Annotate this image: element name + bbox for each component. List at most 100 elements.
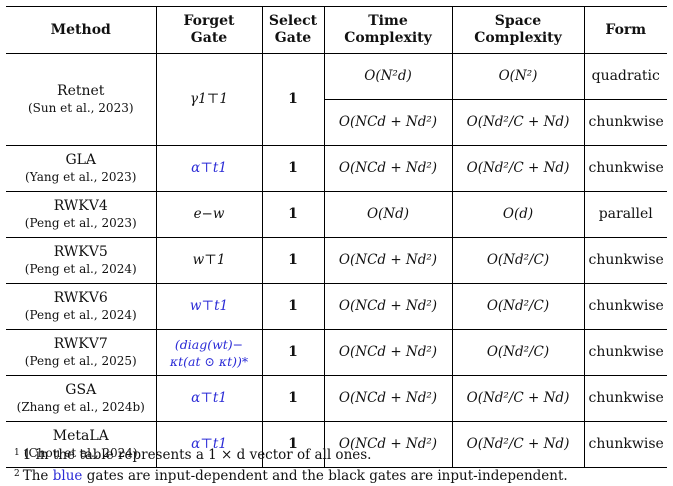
- header-method: Method: [6, 6, 157, 54]
- method-name: RWKV6: [53, 289, 108, 306]
- method-cell: Retnet (Sun et al., 2023): [6, 53, 157, 146]
- time-cell: O(NCd + Nd²): [324, 329, 453, 376]
- method-citation: (Zhang et al., 2024b): [16, 399, 145, 414]
- method-citation: (Peng et al., 2025): [24, 353, 137, 368]
- header-space: Space Complexity: [452, 6, 585, 54]
- forget-gate-cell: w⊤1: [156, 237, 263, 284]
- method-cell: GSA (Zhang et al., 2024b): [6, 375, 157, 422]
- forget-gate-line1: (diag(wt)−: [174, 336, 244, 352]
- form-cell: quadratic: [584, 53, 667, 100]
- method-name: RWKV7: [53, 335, 108, 352]
- method-cell: RWKV5 (Peng et al., 2024): [6, 237, 157, 284]
- method-cell: RWKV7 (Peng et al., 2025): [6, 329, 157, 376]
- footnote-2-pre: The: [22, 468, 49, 484]
- table-row: Retnet (Sun et al., 2023) γ1⊤1 1 O(N²d) …: [6, 53, 667, 146]
- method-cell: RWKV6 (Peng et al., 2024): [6, 283, 157, 330]
- method-cell: MetaLA (Chou et al., 2024): [6, 421, 157, 468]
- method-citation: (Chou et al., 2024): [23, 445, 138, 460]
- space-cell: O(Nd²/C + Nd): [452, 375, 585, 422]
- space-cell: O(d): [452, 191, 585, 238]
- method-cell: GLA (Yang et al., 2023): [6, 145, 157, 192]
- time-cell: O(NCd + Nd²): [324, 283, 453, 330]
- table-row: GLA (Yang et al., 2023) α⊤t1 1 O(NCd + N…: [6, 145, 667, 192]
- header-select-gate: Select Gate: [262, 6, 325, 54]
- space-cell: O(N²): [452, 53, 585, 100]
- header-forget-line2: Gate: [190, 30, 228, 46]
- space-cell: O(Nd²/C): [452, 237, 585, 284]
- table-row: RWKV7 (Peng et al., 2025) (diag(wt)− κt(…: [6, 329, 667, 376]
- footnote-1-text: 1 in the table represents a 1 × d vector…: [22, 447, 372, 463]
- select-gate-cell: 1: [262, 191, 325, 238]
- time-cell: O(NCd + Nd²): [324, 375, 453, 422]
- form-cell: chunkwise: [588, 252, 664, 268]
- time-cell: O(NCd + Nd²): [324, 145, 453, 192]
- method-name: MetaLA: [52, 427, 109, 444]
- footnote-1-mark: 1: [14, 448, 20, 458]
- method-name: GLA: [65, 151, 97, 168]
- method-name: Retnet: [57, 82, 105, 99]
- method-name: GSA: [65, 381, 97, 398]
- form-cell: parallel: [598, 206, 653, 222]
- table-row: RWKV6 (Peng et al., 2024) w⊤t1 1 O(NCd +…: [6, 283, 667, 330]
- time-cell: O(NCd + Nd²): [324, 421, 453, 468]
- form-cell: chunkwise: [588, 390, 664, 406]
- table-row: MetaLA (Chou et al., 2024) α⊤t1 1 O(NCd …: [6, 421, 667, 468]
- space-cell: O(Nd²/C): [452, 283, 585, 330]
- forget-gate-cell: (diag(wt)− κt(at ⊙ κt))*: [156, 329, 263, 376]
- form-cell: chunkwise: [588, 160, 664, 176]
- header-space-line1: Space: [494, 13, 542, 29]
- table-row: RWKV4 (Peng et al., 2023) e−w 1 O(Nd) O(…: [6, 191, 667, 238]
- method-citation: (Peng et al., 2023): [24, 215, 137, 230]
- form-cell: chunkwise: [588, 436, 664, 452]
- method-citation: (Peng et al., 2024): [24, 261, 137, 276]
- select-gate-cell: 1: [262, 237, 325, 284]
- time-cell: O(NCd + Nd²): [324, 99, 453, 146]
- forget-gate-cell: γ1⊤1: [156, 53, 263, 146]
- header-form: Form: [605, 21, 647, 38]
- footnote-2-blue-word: blue: [52, 468, 83, 484]
- table-row: RWKV5 (Peng et al., 2024) w⊤1 1 O(NCd + …: [6, 237, 667, 284]
- header-time-line2: Complexity: [344, 30, 432, 46]
- form-cell: chunkwise: [588, 298, 664, 314]
- forget-gate-line2: κt(at ⊙ κt))*: [169, 353, 249, 369]
- form-cell: chunkwise: [588, 344, 664, 360]
- comparison-table: Method Forget Gate Select Gate Time Comp…: [6, 6, 667, 468]
- select-gate-cell: 1: [262, 53, 325, 146]
- forget-gate-cell: α⊤t1: [156, 145, 263, 192]
- select-gate-cell: 1: [262, 283, 325, 330]
- forget-gate-cell: w⊤t1: [156, 283, 263, 330]
- footnote-2-mark: 2: [14, 469, 20, 479]
- header-forget-line1: Forget: [183, 13, 235, 29]
- select-gate-cell: 1: [262, 421, 325, 468]
- form-cell: chunkwise: [588, 114, 664, 130]
- header-row: Method Forget Gate Select Gate Time Comp…: [6, 6, 667, 54]
- header-forget-gate: Forget Gate: [156, 6, 263, 54]
- header-space-line2: Complexity: [474, 30, 562, 46]
- table-row: GSA (Zhang et al., 2024b) α⊤t1 1 O(NCd +…: [6, 375, 667, 422]
- time-cell: O(NCd + Nd²): [324, 237, 453, 284]
- method-name: RWKV5: [53, 243, 108, 260]
- forget-gate-cell: α⊤t1: [156, 421, 263, 468]
- footnote-2: 2 The blue gates are input-dependent and …: [14, 465, 568, 486]
- footnote-2-post: gates are input-dependent and the black …: [86, 468, 568, 484]
- method-citation: (Sun et al., 2023): [27, 100, 134, 115]
- space-cell: O(Nd²/C + Nd): [452, 421, 585, 468]
- space-cell: O(Nd²/C + Nd): [452, 145, 585, 192]
- space-cell: O(Nd²/C): [452, 329, 585, 376]
- header-time: Time Complexity: [324, 6, 453, 54]
- header-select-line1: Select: [268, 13, 318, 29]
- time-cell: O(N²d): [324, 53, 453, 100]
- header-time-line1: Time: [368, 13, 408, 29]
- method-name: RWKV4: [53, 197, 108, 214]
- space-cell: O(Nd²/C + Nd): [452, 99, 585, 146]
- select-gate-cell: 1: [262, 375, 325, 422]
- forget-gate-cell: e−w: [156, 191, 263, 238]
- method-citation: (Peng et al., 2024): [24, 307, 137, 322]
- forget-gate-cell: α⊤t1: [156, 375, 263, 422]
- table-row: O(NCd + Nd²) O(Nd²/C + Nd) chunkwise: [6, 99, 667, 146]
- header-select-line2: Gate: [274, 30, 312, 46]
- method-cell: RWKV4 (Peng et al., 2023): [6, 191, 157, 238]
- time-cell: O(Nd): [324, 191, 453, 238]
